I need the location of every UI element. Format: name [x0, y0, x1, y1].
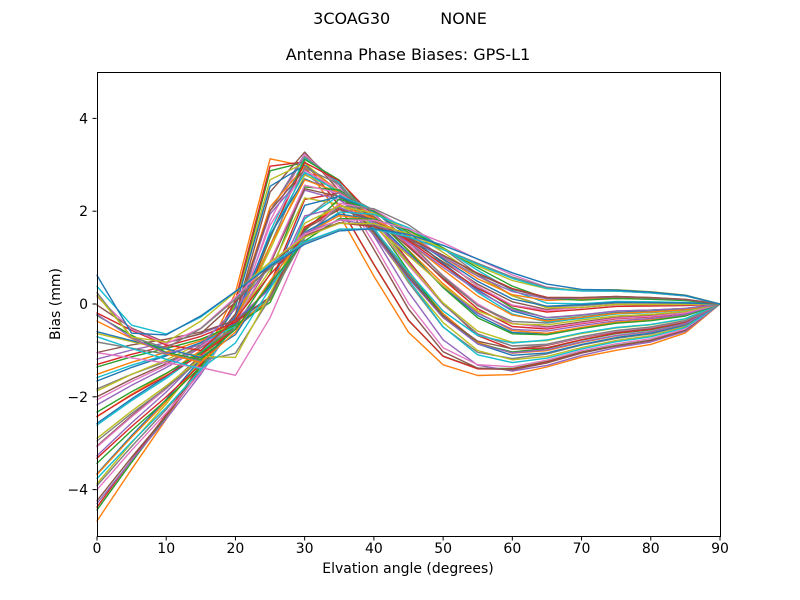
y-tick-label: 2	[79, 204, 88, 220]
x-tick-label: 90	[711, 541, 729, 557]
chart-title: Antenna Phase Biases: GPS-L1	[285, 45, 531, 64]
y-axis-label: Bias (mm)	[48, 267, 64, 341]
bias-curve	[96, 228, 721, 335]
axes-frame	[97, 72, 721, 537]
x-tick-label: 20	[227, 541, 245, 557]
y-tick-label: 0	[79, 297, 88, 313]
bias-curve	[96, 221, 721, 344]
suptitle-antenna-code: 3COAG30	[313, 9, 391, 28]
x-axis-label: Elvation angle (degrees)	[322, 561, 494, 577]
bias-curve	[96, 197, 721, 392]
bias-curve	[96, 153, 721, 505]
x-tick-label: 70	[573, 541, 591, 557]
bias-curve	[96, 173, 721, 457]
figure-suptitle: 3COAG30 NONE	[313, 9, 487, 28]
bias-curve	[96, 217, 721, 361]
suptitle-radome-code: NONE	[440, 9, 487, 28]
bias-curve	[96, 162, 721, 485]
bias-curve	[96, 186, 721, 413]
x-tick-label: 0	[93, 541, 102, 557]
bias-curve	[96, 211, 721, 370]
bias-curve	[96, 227, 721, 336]
y-tick-label: 4	[79, 111, 88, 127]
y-tick-label: −2	[67, 390, 88, 406]
bias-curve	[96, 157, 721, 480]
x-tick-label: 10	[157, 541, 175, 557]
bias-curve	[96, 161, 721, 459]
x-tick-label: 80	[642, 541, 660, 557]
x-tick-label: 60	[503, 541, 521, 557]
bias-curve	[96, 184, 721, 401]
x-tick-label: 40	[365, 541, 383, 557]
x-tick-label: 30	[296, 541, 314, 557]
bias-curve	[96, 153, 721, 491]
bias-curve	[96, 207, 721, 366]
y-tick-label: −4	[67, 483, 88, 499]
x-tick-label: 50	[434, 541, 452, 557]
